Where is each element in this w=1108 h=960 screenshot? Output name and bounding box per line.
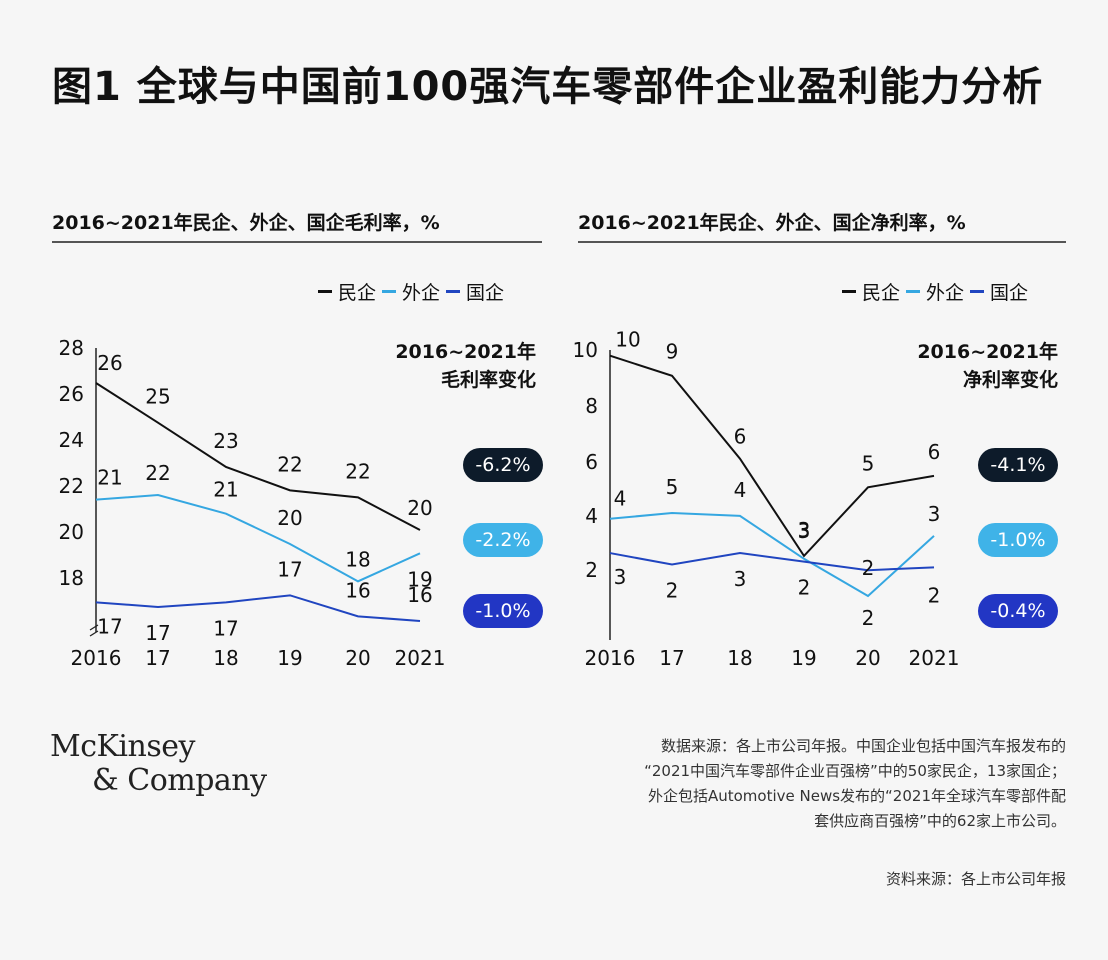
chart1-data-label: 3 [928,502,941,526]
chart0-data-label: 22 [277,452,302,476]
chart1-data-label: 3 [798,519,811,543]
left-panel-title: 2016~2021年民企、外企、国企毛利率，% [52,208,542,243]
chart0-data-label: 17 [145,621,170,645]
chart0-data-label: 23 [213,429,238,453]
chart1-data-label: 4 [734,478,747,502]
legend-swatch-state [970,290,985,293]
chart1-data-label: 2 [862,556,875,580]
left-change-private-badge: -6.2% [463,448,543,482]
chart1-series-line-1 [609,512,935,598]
legend-swatch-private [318,290,332,293]
chart0-data-label: 20 [277,506,302,530]
chart1-data-label: 2 [928,583,941,607]
legend-item-foreign: 外企 [906,278,964,305]
chart0-axis-break [89,624,99,637]
chart0-data-label: 20 [407,496,432,520]
chart0-data-label: 17 [277,557,302,581]
chart0-ytick-label: 18 [59,566,84,590]
legend-swatch-state [446,290,461,293]
chart1-xtick-label: 19 [791,646,816,670]
chart0-data-label: 16 [345,578,370,602]
legend-item-private: 民企 [842,278,900,305]
legend-item-private: 民企 [318,278,376,305]
chart1-data-label: 3 [614,565,627,589]
chart0-series-line-1 [95,493,421,583]
left-legend: 民企 外企 国企 [318,278,504,305]
chart1-ytick-label: 10 [573,338,598,362]
chart1-series-line-2 [609,552,935,572]
legend-item-state: 国企 [970,278,1028,305]
chart0-data-label: 17 [213,616,238,640]
chart0-ytick-label: 22 [59,474,84,498]
legend-swatch-foreign [382,290,397,293]
chart0-xtick-label: 2021 [395,646,446,670]
left-annotation-title: 2016~2021年 毛利率变化 [395,341,536,391]
chart0-data-label: 25 [145,385,170,409]
chart1-data-label: 9 [666,340,679,364]
right-change-state-badge: -0.4% [978,594,1058,628]
chart1-data-label: 6 [928,440,941,464]
left-change-foreign-badge: -2.2% [463,523,543,557]
chart1-ytick-label: 2 [585,558,598,582]
source-note: 资料来源：各上市公司年报 [885,870,1066,888]
legend-swatch-foreign [906,290,921,293]
chart0-series-line-2 [95,594,421,622]
chart0-xtick-label: 19 [277,646,302,670]
chart1-data-label: 10 [615,328,640,352]
chart1-xtick-label: 18 [727,646,752,670]
chart0-xtick-label: 17 [145,646,170,670]
right-legend: 民企 外企 国企 [842,278,1028,305]
chart0-data-label: 19 [407,567,432,591]
right-annotation-title: 2016~2021年 净利率变化 [917,341,1058,391]
chart0-ytick-label: 26 [59,382,84,406]
chart0-xtick-label: 20 [345,646,370,670]
chart1-data-label: 2 [666,579,679,603]
chart0-data-label: 21 [213,478,238,502]
chart1-xtick-label: 17 [659,646,684,670]
right-panel-title: 2016~2021年民企、外企、国企净利率，% [578,208,1066,243]
mckinsey-logo: McKinsey & Company [50,729,267,798]
chart1-xtick-label: 2021 [909,646,960,670]
chart1-xtick-label: 2016 [585,646,636,670]
chart1-data-label: 2 [862,606,875,630]
chart1-ytick-label: 4 [585,504,598,528]
chart1-data-label: 6 [734,425,747,449]
right-change-private-badge: -4.1% [978,448,1058,482]
chart0-data-label: 18 [345,547,370,571]
chart0-data-label: 22 [145,461,170,485]
left-change-state-badge: -1.0% [463,594,543,628]
legend-swatch-private [842,290,856,293]
chart0-series-line-0 [95,382,421,531]
chart1-data-label: 5 [666,475,679,499]
chart0-ytick-label: 28 [59,336,84,360]
chart0-xtick-label: 2016 [71,646,122,670]
chart0-xtick-label: 18 [213,646,238,670]
chart1-ytick-label: 8 [585,394,598,418]
data-note: 数据来源：各上市公司年报。中国企业包括中国汽车报发布的 “2021中国汽车零部件… [644,737,1066,830]
chart1-data-label: 2 [798,576,811,600]
chart1-data-label: 3 [734,567,747,591]
chart0-data-label: 26 [97,351,122,375]
legend-item-state: 国企 [446,278,504,305]
legend-item-foreign: 外企 [382,278,440,305]
figure-title: 图1 全球与中国前100强汽车零部件企业盈利能力分析 [52,64,1044,110]
chart1-data-label: 5 [862,451,875,475]
chart0-data-label: 21 [97,466,122,490]
chart1-ytick-label: 6 [585,450,598,474]
chart0-ytick-label: 24 [59,428,84,452]
chart1-data-label: 3 [798,518,811,542]
chart1-xtick-label: 20 [855,646,880,670]
chart0-data-label: 17 [97,614,122,638]
right-change-foreign-badge: -1.0% [978,523,1058,557]
chart0-data-label: 16 [407,583,432,607]
chart0-data-label: 22 [345,459,370,483]
chart1-data-label: 4 [614,487,627,511]
chart0-ytick-label: 20 [59,520,84,544]
chart1-series-line-0 [609,354,935,558]
